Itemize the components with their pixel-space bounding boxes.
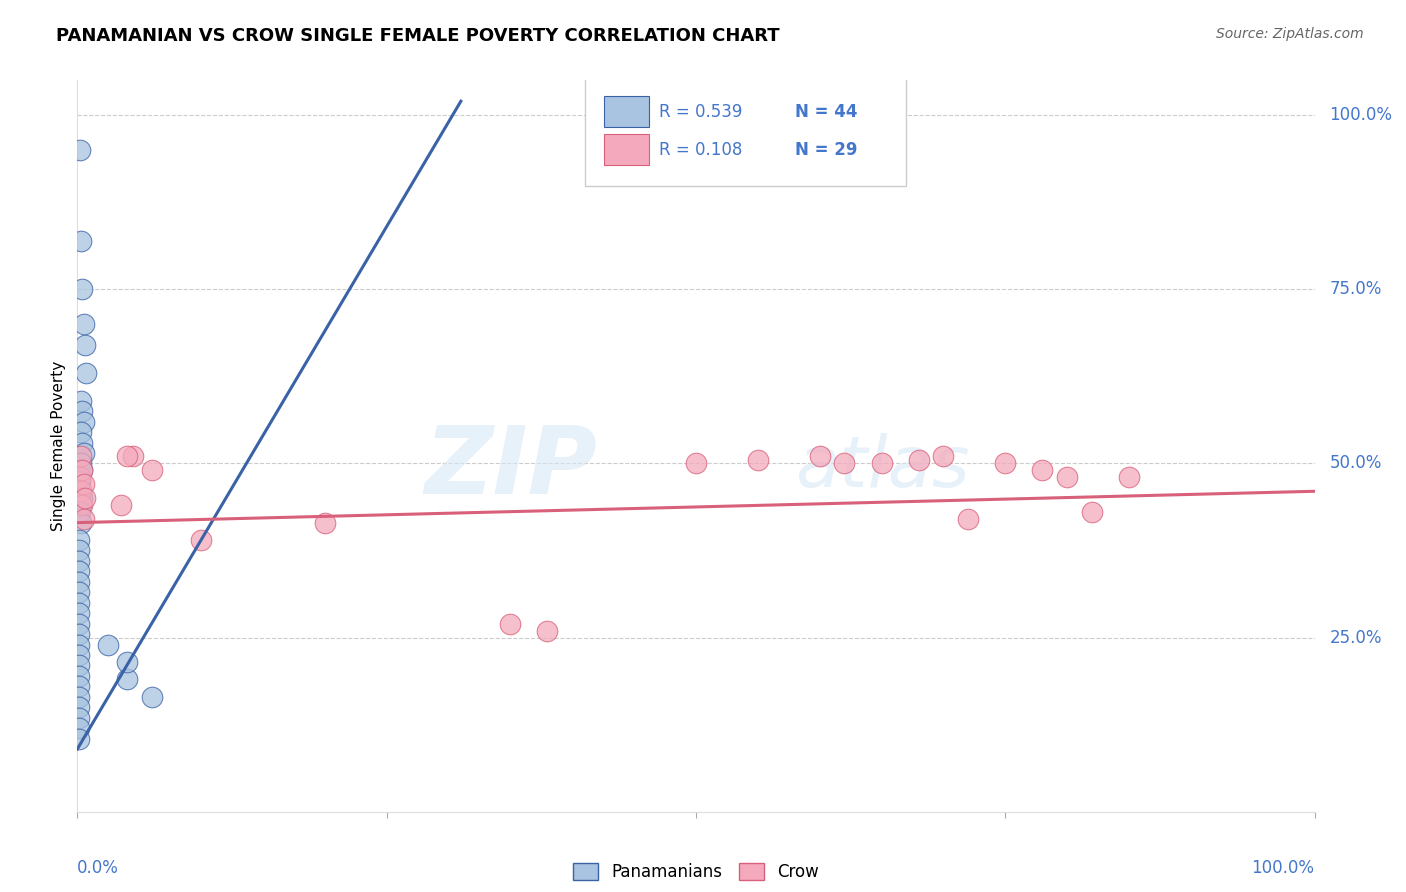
- Point: [67, 543, 90, 558]
- Point: [69, 143, 91, 157]
- Point: [907, 453, 929, 467]
- Point: [834, 457, 856, 471]
- Point: [67, 596, 90, 610]
- Point: [1031, 463, 1053, 477]
- Point: [67, 731, 90, 746]
- FancyBboxPatch shape: [585, 77, 907, 186]
- Point: [70, 484, 93, 499]
- Point: [72, 498, 94, 512]
- Point: [72, 435, 94, 450]
- Point: [314, 516, 336, 530]
- Text: 100.0%: 100.0%: [1330, 106, 1392, 124]
- Text: N = 29: N = 29: [794, 141, 858, 159]
- Point: [72, 415, 94, 429]
- Point: [67, 711, 90, 725]
- Point: [870, 457, 893, 471]
- Point: [72, 317, 94, 331]
- Point: [67, 574, 90, 589]
- Point: [67, 669, 90, 683]
- Y-axis label: Single Female Poverty: Single Female Poverty: [51, 361, 66, 531]
- Text: N = 44: N = 44: [794, 103, 858, 120]
- Point: [72, 404, 94, 418]
- Point: [72, 463, 94, 477]
- Point: [110, 498, 132, 512]
- Point: [69, 470, 91, 484]
- Point: [72, 463, 94, 477]
- Point: [747, 453, 769, 467]
- Point: [70, 393, 93, 408]
- Point: [67, 565, 90, 579]
- Point: [70, 457, 93, 471]
- Point: [122, 450, 145, 464]
- Point: [97, 638, 120, 652]
- Point: [67, 638, 90, 652]
- Point: [73, 338, 96, 352]
- Point: [72, 282, 94, 296]
- Point: [72, 477, 94, 491]
- Text: 0.0%: 0.0%: [77, 859, 120, 877]
- Point: [115, 450, 138, 464]
- Point: [70, 425, 93, 439]
- Point: [957, 512, 980, 526]
- FancyBboxPatch shape: [605, 135, 650, 165]
- Point: [1118, 470, 1140, 484]
- Point: [67, 616, 90, 631]
- Point: [932, 450, 955, 464]
- Point: [115, 673, 138, 687]
- Point: [685, 457, 707, 471]
- Text: 100.0%: 100.0%: [1251, 859, 1315, 877]
- Point: [67, 585, 90, 599]
- Point: [72, 446, 94, 460]
- Point: [67, 554, 90, 568]
- Point: [70, 498, 93, 512]
- Text: 50.0%: 50.0%: [1330, 454, 1382, 473]
- Point: [72, 512, 94, 526]
- Point: [70, 484, 93, 499]
- Text: atlas: atlas: [794, 434, 970, 502]
- Point: [67, 690, 90, 704]
- Point: [67, 648, 90, 662]
- Point: [69, 505, 91, 519]
- FancyBboxPatch shape: [605, 96, 650, 127]
- Point: [73, 491, 96, 506]
- Point: [67, 679, 90, 693]
- Point: [190, 533, 212, 547]
- Point: [69, 474, 91, 488]
- Point: [499, 616, 522, 631]
- Text: ZIP: ZIP: [425, 422, 598, 514]
- Text: R = 0.539: R = 0.539: [659, 103, 742, 120]
- Text: 75.0%: 75.0%: [1330, 280, 1382, 298]
- Point: [67, 627, 90, 641]
- Point: [141, 690, 163, 704]
- Point: [72, 491, 94, 506]
- Text: R = 0.108: R = 0.108: [659, 141, 742, 159]
- Point: [67, 606, 90, 620]
- Point: [1056, 470, 1078, 484]
- Point: [67, 721, 90, 735]
- Point: [75, 366, 97, 380]
- Point: [141, 463, 163, 477]
- Text: PANAMANIAN VS CROW SINGLE FEMALE POVERTY CORRELATION CHART: PANAMANIAN VS CROW SINGLE FEMALE POVERTY…: [56, 27, 780, 45]
- Point: [70, 450, 93, 464]
- Point: [1081, 505, 1104, 519]
- Point: [70, 234, 93, 248]
- Point: [70, 516, 93, 530]
- Point: [67, 658, 90, 673]
- Text: 25.0%: 25.0%: [1330, 629, 1382, 647]
- Point: [67, 700, 90, 714]
- Legend: Panamanians, Crow: Panamanians, Crow: [567, 856, 825, 888]
- Point: [808, 450, 831, 464]
- Point: [994, 457, 1017, 471]
- Point: [67, 533, 90, 547]
- Point: [536, 624, 558, 638]
- Text: Source: ZipAtlas.com: Source: ZipAtlas.com: [1216, 27, 1364, 41]
- Point: [115, 655, 138, 669]
